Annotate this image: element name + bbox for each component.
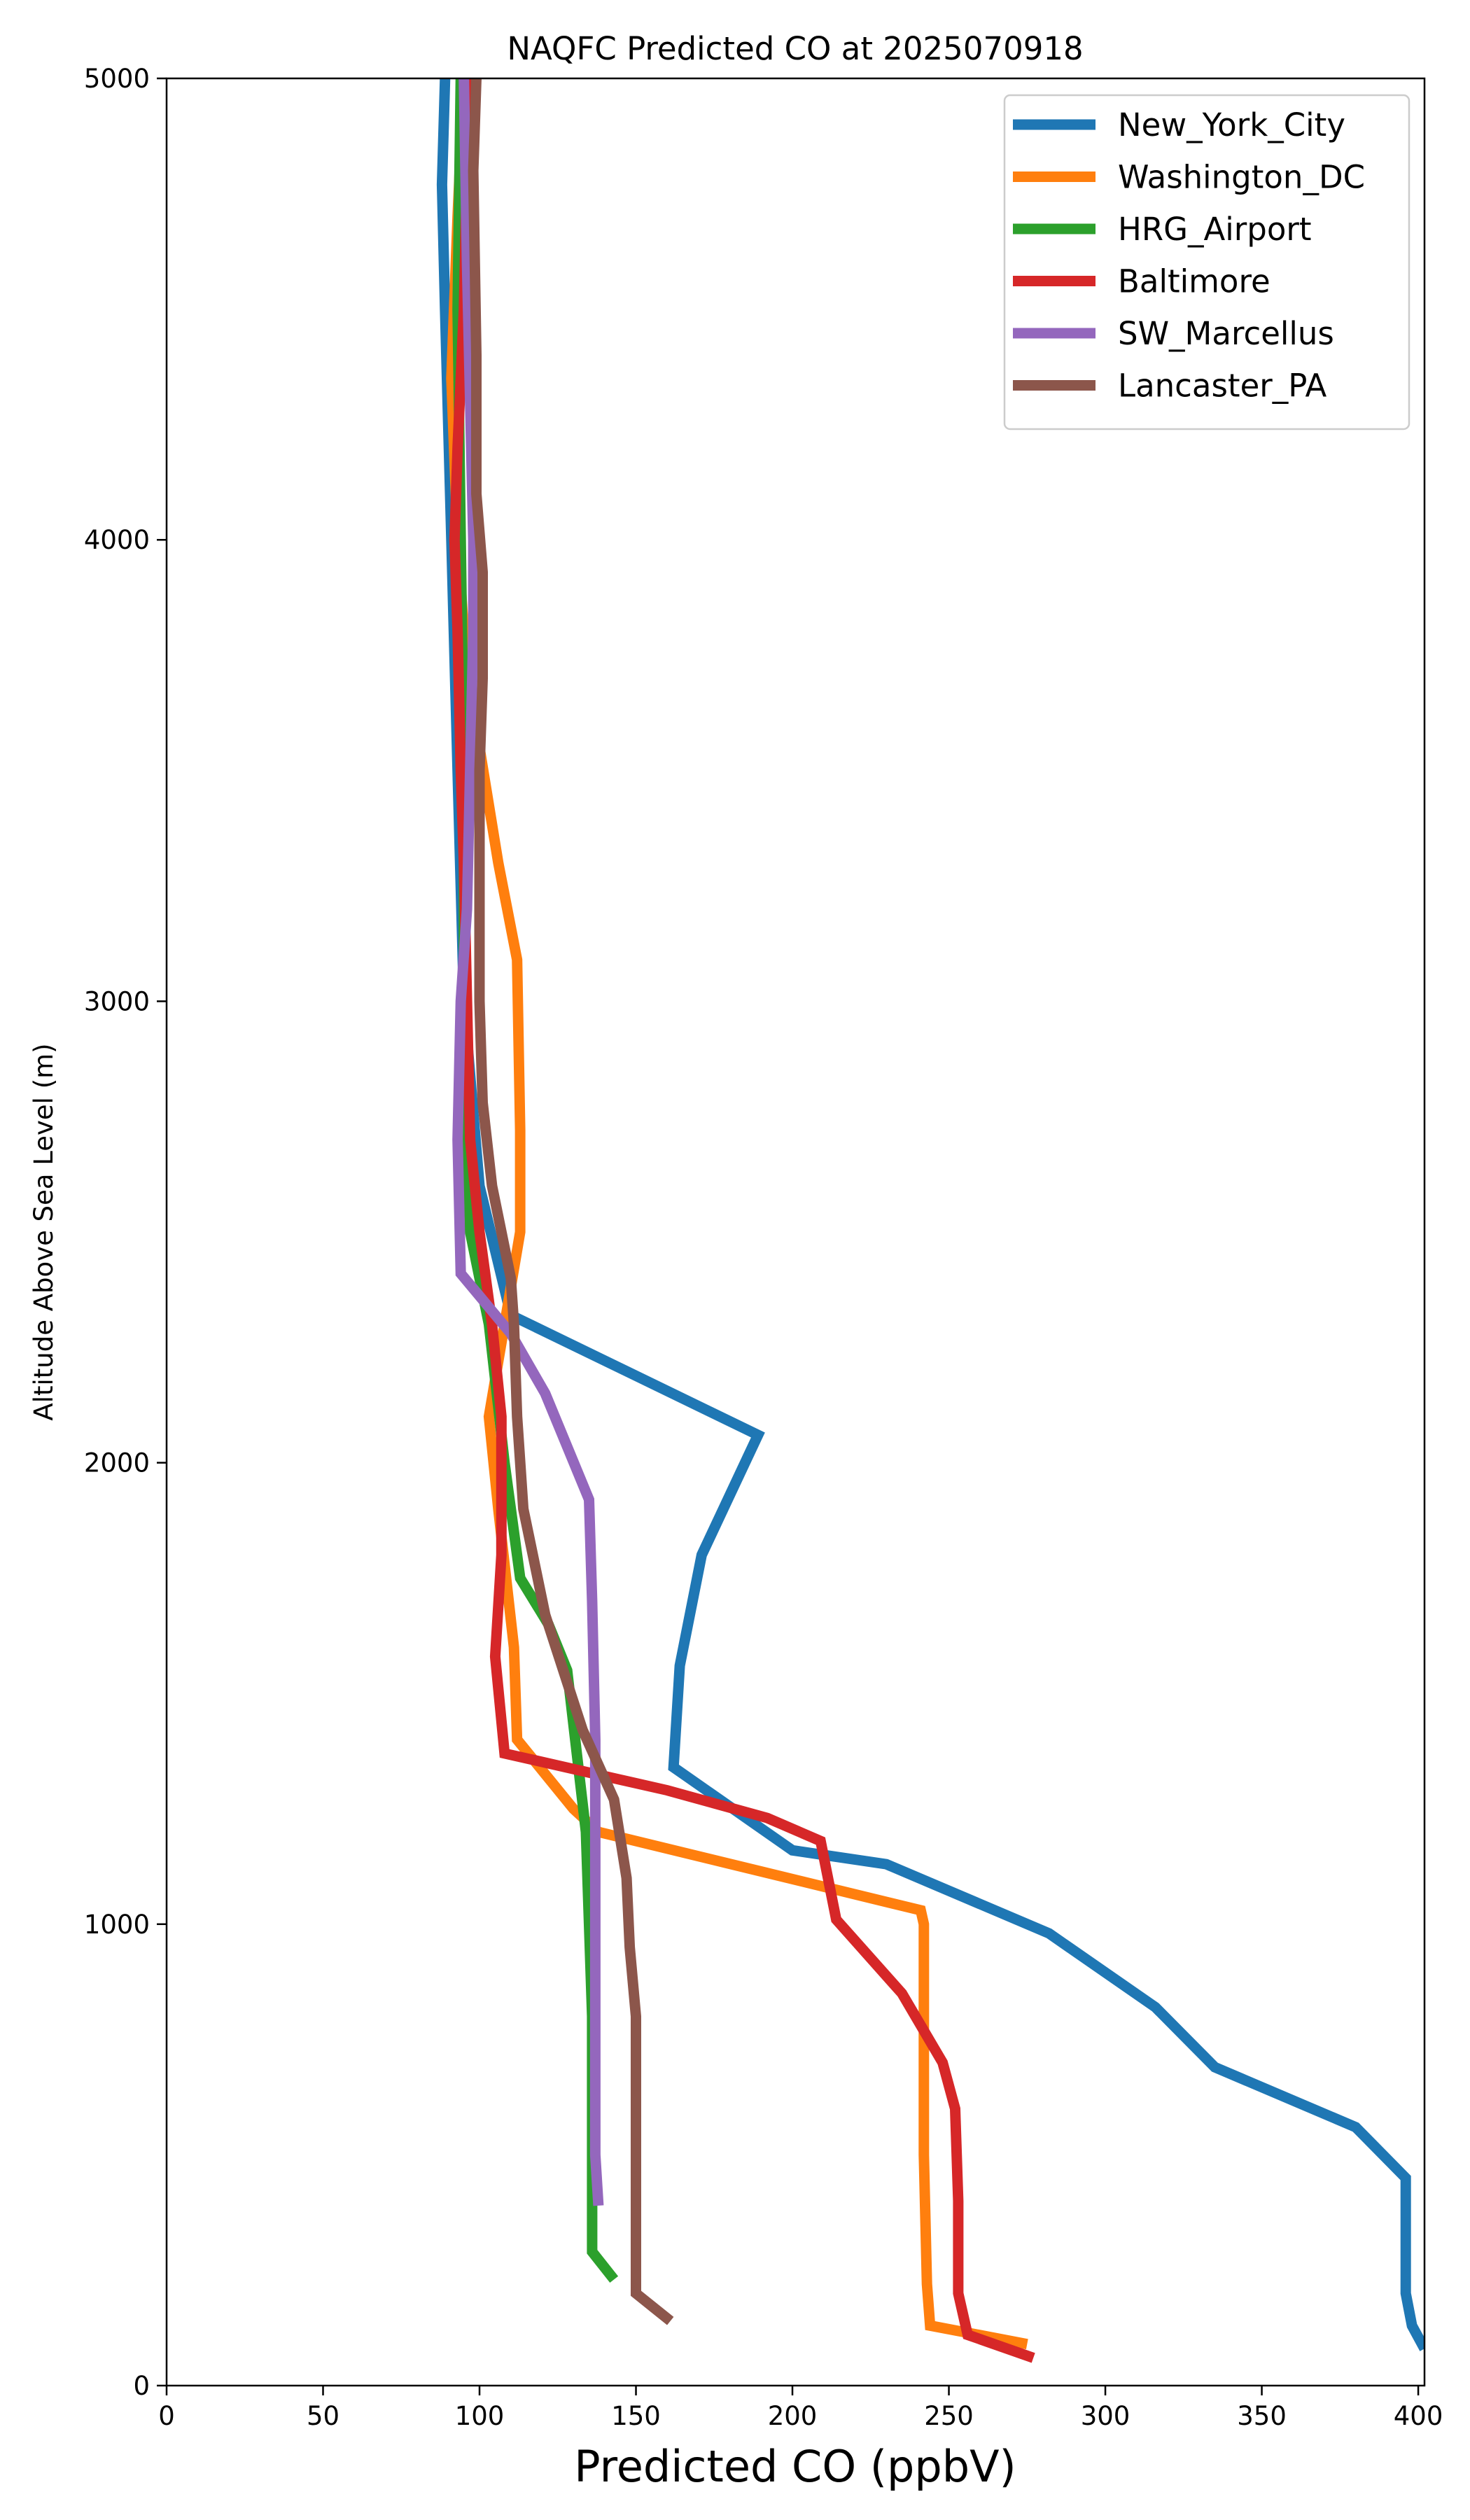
x-tick-label: 350 (1237, 2401, 1287, 2431)
legend-label: Lancaster_PA (1118, 368, 1327, 405)
series-line-lancaster-pa (468, 78, 674, 2325)
y-tick-label: 2000 (84, 1448, 150, 1478)
y-tick-label: 4000 (84, 525, 150, 555)
plot-frame (165, 77, 1426, 2387)
x-tick-label: 150 (611, 2401, 661, 2431)
x-tick-label: 100 (455, 2401, 505, 2431)
x-axis-label: Predicted CO (ppbV) (574, 2441, 1016, 2492)
y-tick-label: 0 (133, 2371, 150, 2401)
series-line-baltimore (449, 78, 1035, 2363)
legend-box (1003, 94, 1410, 430)
x-tick-label: 200 (768, 2401, 818, 2431)
y-tick-label: 5000 (84, 64, 150, 94)
y-tick-label: 3000 (84, 986, 150, 1016)
plot-area (436, 78, 1424, 2363)
legend-label: Baltimore (1118, 263, 1270, 300)
chart-title: NAQFC Predicted CO at 2025070918 (507, 30, 1083, 67)
x-tick-label: 0 (158, 2401, 175, 2431)
legend-label: HRG_Airport (1118, 211, 1312, 248)
y-tick-label: 1000 (84, 1910, 150, 1940)
legend-label: New_York_City (1118, 106, 1345, 144)
x-tick-label: 250 (924, 2401, 974, 2431)
legend: New_York_City Washington_DC HRG_Airport Bal… (1003, 94, 1410, 430)
x-axis: 0 50 100 150 200 250 300 350 400 (158, 2386, 1443, 2431)
legend-label: SW_Marcellus (1118, 315, 1334, 352)
x-tick-label: 50 (307, 2401, 340, 2431)
x-tick-label: 400 (1394, 2401, 1443, 2431)
y-axis-label: Altitude Above Sea Level (m) (29, 1043, 59, 1420)
legend-label: Washington_DC (1118, 159, 1365, 196)
series-line-sw-marcellus (452, 78, 604, 2206)
y-axis: 0 1000 2000 3000 4000 5000 (84, 64, 167, 2401)
x-tick-label: 300 (1081, 2401, 1130, 2431)
